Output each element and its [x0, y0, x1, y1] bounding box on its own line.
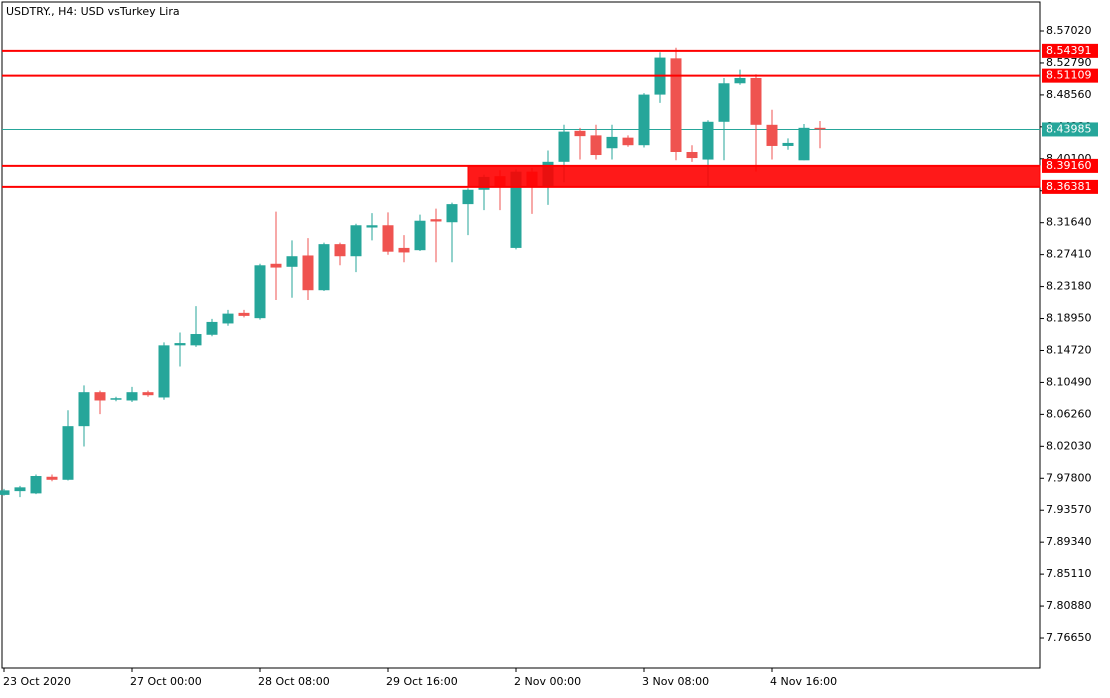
y-tick-label: 7.76650	[1046, 631, 1092, 644]
level-label: 8.36381	[1046, 180, 1092, 193]
candle-body	[750, 77, 762, 125]
level-label-box	[1042, 68, 1098, 83]
candle-body	[702, 121, 714, 160]
candle-body	[366, 225, 378, 228]
candle-body	[510, 171, 522, 248]
candle-body	[350, 225, 362, 257]
y-tick-label: 8.18950	[1046, 312, 1092, 325]
candle-body	[462, 189, 474, 205]
level-label: 8.39160	[1046, 159, 1092, 172]
candle-body	[398, 247, 410, 253]
candle-body	[782, 142, 794, 146]
candle-body	[14, 487, 26, 492]
candle-body	[78, 392, 90, 427]
candle-body	[190, 334, 202, 346]
candle-body	[286, 256, 298, 267]
x-tick-label: 4 Nov 16:00	[770, 675, 837, 688]
x-tick-label: 28 Oct 08:00	[258, 675, 330, 688]
y-tick-label: 8.52790	[1046, 56, 1092, 69]
candle-body	[414, 220, 426, 251]
candle-body	[558, 131, 570, 162]
y-tick-label: 8.02030	[1046, 439, 1092, 452]
candle-body	[206, 321, 218, 335]
candle-body	[446, 204, 458, 223]
candle-body	[110, 398, 122, 400]
candle-body	[766, 124, 778, 146]
candle-body	[222, 313, 234, 324]
level-label: 8.51109	[1046, 69, 1092, 82]
candle-body	[718, 83, 730, 122]
candle-body	[0, 490, 10, 495]
current-price-label: 8.43985	[1046, 122, 1092, 135]
candle-body	[382, 225, 394, 252]
x-tick-label: 3 Nov 08:00	[642, 675, 709, 688]
candle-body	[734, 77, 746, 84]
candle-body	[622, 137, 634, 146]
y-tick-label: 7.97800	[1046, 471, 1092, 484]
candle-body	[158, 345, 170, 398]
candle-body	[142, 392, 154, 396]
candle-body	[590, 135, 602, 156]
y-tick-label: 8.14720	[1046, 343, 1092, 356]
candle-body	[94, 392, 106, 401]
y-tick-label: 8.48560	[1046, 88, 1092, 101]
y-tick-label: 8.06260	[1046, 407, 1092, 420]
y-tick-label: 8.23180	[1046, 280, 1092, 293]
candle-body	[638, 94, 650, 146]
x-tick-label: 27 Oct 00:00	[130, 675, 202, 688]
y-tick-label: 8.27410	[1046, 248, 1092, 261]
candle-body	[126, 392, 138, 401]
y-tick-label: 8.31640	[1046, 216, 1092, 229]
candle-body	[46, 476, 58, 480]
level-label-box	[1042, 179, 1098, 194]
x-tick-label: 29 Oct 16:00	[386, 675, 458, 688]
candle-body	[270, 263, 282, 268]
candle-body	[318, 244, 330, 291]
level-label-box	[1042, 158, 1098, 173]
y-tick-label: 8.10490	[1046, 375, 1092, 388]
level-label: 8.54391	[1046, 44, 1092, 57]
candle-body	[574, 130, 586, 137]
candle-body	[686, 151, 698, 159]
candle-body	[254, 265, 266, 319]
candle-body	[30, 476, 42, 494]
current-price-box	[1042, 122, 1098, 137]
y-tick-label: 7.85110	[1046, 567, 1092, 580]
zone	[467, 165, 1041, 188]
candle-body	[174, 343, 186, 346]
y-tick-label: 8.57020	[1046, 24, 1092, 37]
x-tick-label: 23 Oct 2020	[3, 675, 71, 688]
candle-body	[334, 244, 346, 257]
y-tick-label: 7.80880	[1046, 599, 1092, 612]
candle-body	[670, 58, 682, 152]
candle-body	[606, 136, 618, 149]
chart-title: USDTRY., H4: USD vsTurkey Lira	[6, 5, 180, 18]
plot-frame	[1, 1, 1041, 669]
x-tick-label: 2 Nov 00:00	[514, 675, 581, 688]
candle-body	[62, 426, 74, 480]
candle-body	[430, 219, 442, 222]
candle-body	[798, 127, 810, 161]
level-label-box	[1042, 43, 1098, 58]
candle-body	[238, 312, 250, 316]
candle-body	[814, 127, 826, 130]
candle-body	[302, 255, 314, 291]
y-tick-label: 7.89340	[1046, 535, 1092, 548]
y-tick-label: 7.93570	[1046, 503, 1092, 516]
